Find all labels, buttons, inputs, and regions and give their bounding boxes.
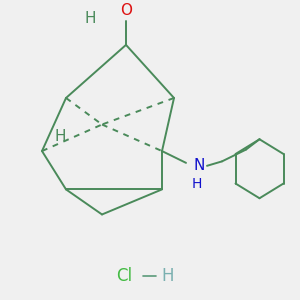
Text: O: O — [120, 3, 132, 18]
Text: H: H — [54, 129, 66, 144]
Text: H: H — [84, 11, 96, 26]
Text: Cl: Cl — [116, 267, 133, 285]
Text: H: H — [191, 176, 202, 190]
Text: N: N — [194, 158, 205, 173]
Text: H: H — [162, 267, 174, 285]
